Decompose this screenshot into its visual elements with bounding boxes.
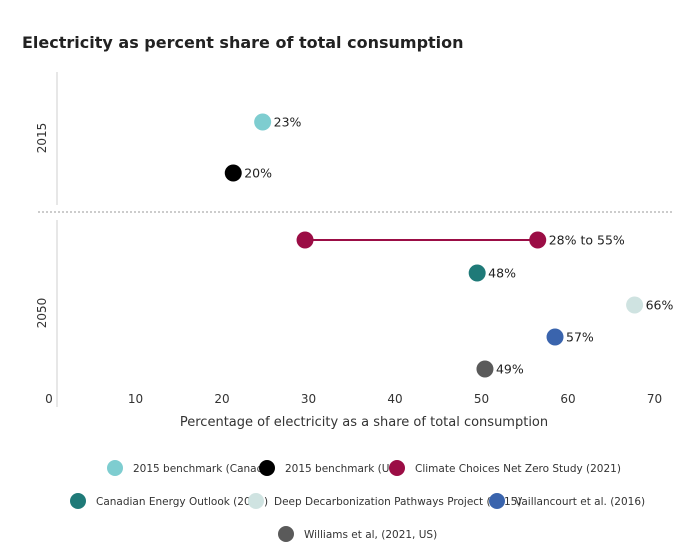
group-label-2050: 2050: [35, 298, 49, 329]
dot-2015-benchmark-canada-0: [254, 113, 272, 131]
dot-vaillancourt-et-al-2016-0: [546, 328, 564, 346]
legend-label-climate-choices-net-zero-study-2021: Climate Choices Net Zero Study (2021): [415, 463, 621, 475]
x-tick-label-10: 10: [128, 392, 143, 406]
dot-canadian-energy-outlook-2018-0: [468, 264, 486, 282]
data-label-canadian-energy-outlook-2018: 48%: [488, 266, 516, 281]
legend-label-canadian-energy-outlook-2018: Canadian Energy Outlook (2018): [96, 496, 268, 508]
group-label-2015: 2015: [35, 123, 49, 154]
chart-title: Electricity as percent share of total co…: [22, 33, 464, 52]
legend-label-deep-decarbonization-pathways-project-2015: Deep Decarbonization Pathways Project (2…: [274, 496, 521, 508]
legend-marker-vaillancourt-et-al-2016: [489, 493, 505, 509]
data-label-vaillancourt-et-al-2016: 57%: [566, 330, 594, 345]
legend-label-2015-benchmark-canada: 2015 benchmark (Canada): [133, 463, 274, 475]
dot-climate-choices-net-zero-study-2021-0: [296, 231, 314, 249]
legend-label-2015-benchmark-us: 2015 benchmark (US): [285, 463, 400, 475]
dot-williams-et-al-2021-us-0: [476, 360, 494, 378]
data-label-2015-benchmark-us: 20%: [244, 166, 272, 181]
dot-climate-choices-net-zero-study-2021-1: [529, 231, 547, 249]
dot-deep-decarbonization-pathways-project-2015-0: [626, 296, 644, 314]
x-tick-label-50: 50: [474, 392, 489, 406]
x-tick-label-20: 20: [214, 392, 229, 406]
legend-label-vaillancourt-et-al-2016: Vaillancourt et al. (2016): [515, 496, 645, 508]
dot-2015-benchmark-us-0: [224, 164, 242, 182]
x-tick-label-60: 60: [560, 392, 575, 406]
data-label-deep-decarbonization-pathways-project-2015: 66%: [646, 298, 674, 313]
data-label-2015-benchmark-canada: 23%: [274, 115, 302, 130]
legend-marker-deep-decarbonization-pathways-project-2015: [248, 493, 264, 509]
legend-marker-2015-benchmark-us: [259, 460, 275, 476]
x-axis-title: Percentage of electricity as a share of …: [180, 415, 548, 430]
legend-marker-2015-benchmark-canada: [107, 460, 123, 476]
x-tick-label-0: 0: [45, 392, 53, 406]
legend-marker-williams-et-al-2021-us: [278, 526, 294, 542]
legend-marker-climate-choices-net-zero-study-2021: [389, 460, 405, 476]
data-label-williams-et-al-2021-us: 49%: [496, 362, 524, 377]
legend-label-williams-et-al-2021-us: Williams et al, (2021, US): [304, 529, 437, 541]
legend-marker-canadian-energy-outlook-2018: [70, 493, 86, 509]
x-tick-label-40: 40: [387, 392, 402, 406]
x-tick-label-30: 30: [301, 392, 316, 406]
x-tick-label-70: 70: [647, 392, 662, 406]
data-label-climate-choices-net-zero-study-2021: 28% to 55%: [549, 233, 625, 248]
